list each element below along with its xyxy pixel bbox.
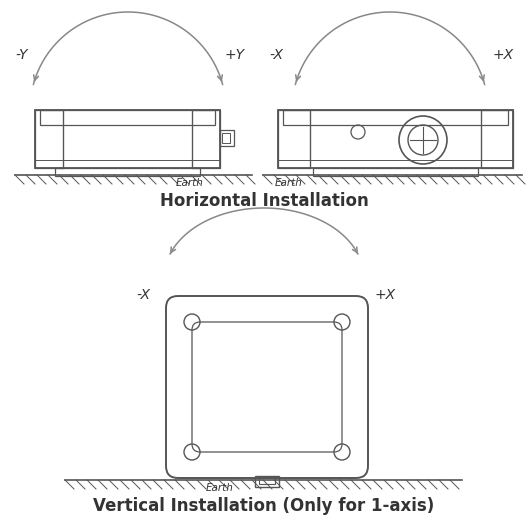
Bar	[35, 110, 63, 168]
Text: Earth: Earth	[206, 483, 234, 493]
Text: Earth: Earth	[176, 178, 204, 188]
Bar	[313, 168, 478, 176]
Bar	[278, 110, 513, 168]
Text: Vertical Installation (Only for 1-axis): Vertical Installation (Only for 1-axis)	[94, 497, 435, 515]
Text: +Y: +Y	[225, 48, 245, 62]
Bar	[255, 476, 279, 487]
Bar	[35, 110, 220, 168]
Bar	[192, 110, 220, 168]
Bar	[222, 133, 230, 143]
Bar	[283, 110, 508, 125]
Bar	[220, 130, 234, 146]
Text: +X: +X	[492, 48, 514, 62]
Text: Horizontal Installation: Horizontal Installation	[160, 192, 368, 210]
Bar	[278, 110, 310, 168]
Text: +X: +X	[375, 288, 396, 302]
Bar	[481, 110, 513, 168]
Bar	[40, 110, 215, 125]
Text: -X: -X	[269, 48, 283, 62]
Text: -Y: -Y	[16, 48, 28, 62]
Bar	[259, 477, 275, 484]
Bar	[55, 168, 200, 176]
Text: Earth: Earth	[275, 178, 303, 188]
Text: -X: -X	[136, 288, 150, 302]
